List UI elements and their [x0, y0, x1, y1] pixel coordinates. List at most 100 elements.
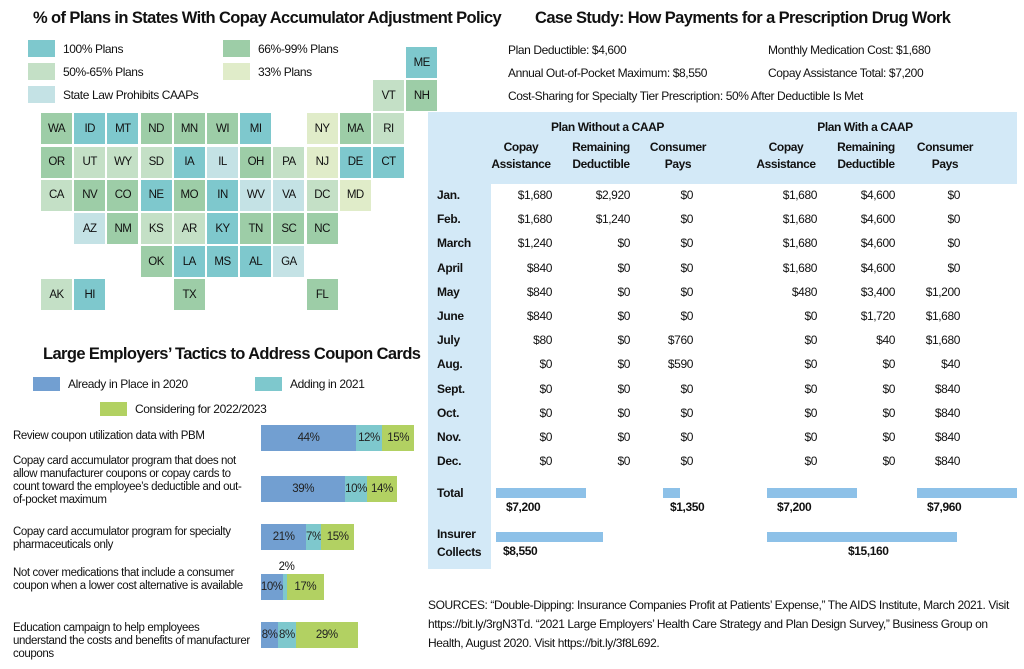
state-tile-mo: MO: [173, 179, 205, 211]
table-cell: $760: [667, 333, 694, 348]
total-value-with-copay: $7,200: [777, 500, 812, 514]
table-cell: $840: [934, 430, 961, 444]
state-tile-sc: SC: [273, 213, 305, 244]
table-cell: $80: [533, 333, 552, 348]
row-month-label: Sept.: [437, 381, 465, 396]
total-bar-with-consumer: [917, 488, 1017, 498]
bar-value-label: 39%: [292, 483, 315, 495]
bar-value-label: 14%: [371, 483, 393, 495]
legend-item-p66: 66%-99% Plans: [223, 40, 339, 57]
bar-segment-already-in-place-in-2020: 39%: [261, 476, 346, 502]
state-tile-dc: DC: [306, 179, 338, 211]
state-tile-wa: WA: [41, 113, 72, 145]
state-tile-co: CO: [107, 179, 139, 211]
fact-plan-deductible: Plan Deductible: $4,600: [508, 43, 627, 57]
row-label-total: Total: [437, 486, 464, 500]
state-tile-ak: AK: [41, 279, 72, 311]
table-cell: $0: [539, 454, 552, 469]
table-cell: $1,680: [782, 212, 818, 227]
legend-item-p50: 50%-65% Plans: [28, 63, 144, 80]
table-cell: $0: [617, 309, 630, 323]
table-cell: $1,240: [517, 236, 553, 251]
total-value-without-consumer: $1,350: [670, 500, 705, 514]
state-tile-ct: CT: [373, 146, 404, 178]
table-cell: $4,600: [860, 236, 896, 251]
table-cell: $0: [680, 260, 693, 275]
table-cell: $840: [934, 381, 961, 396]
table-cell: $840: [934, 454, 961, 469]
state-tile-tx: TX: [173, 279, 205, 311]
legend-swatch: [100, 402, 127, 416]
legend-swatch: [223, 40, 250, 57]
case-study-title: Case Study: How Payments for a Prescript…: [535, 9, 951, 27]
table-cell: $0: [617, 260, 630, 275]
table-cell: $0: [617, 405, 630, 420]
column-header: Remaining Deductible: [837, 140, 895, 171]
state-tile-hi: HI: [74, 279, 106, 311]
bar-segment-considering-for-2022-2023: 17%: [286, 574, 324, 600]
table-cell: $4,600: [860, 188, 896, 202]
state-tile-ut: UT: [74, 146, 106, 178]
bar-value-label: 29%: [315, 629, 338, 641]
state-tile-id: ID: [74, 113, 106, 145]
table-cell: $0: [680, 381, 693, 396]
row-month-label: July: [437, 333, 460, 348]
table-cell: $0: [947, 260, 960, 275]
state-tile-ne: NE: [140, 179, 172, 211]
legend-item-p100: 100% Plans: [28, 40, 123, 57]
table-cell: $840: [526, 284, 553, 299]
table-cell: $0: [539, 430, 552, 444]
state-tile-nd: ND: [140, 113, 172, 145]
employers-legend-item: Already in Place in 2020: [33, 377, 188, 391]
state-tile-nj: NJ: [306, 146, 338, 178]
state-tile-ms: MS: [207, 246, 238, 278]
state-tile-nv: NV: [74, 179, 106, 211]
table-cell: $0: [680, 212, 693, 227]
state-tile-oh: OH: [240, 146, 272, 178]
table-cell: $0: [804, 381, 817, 396]
total-bar-without-insurer: [496, 532, 603, 542]
state-tile-ri: RI: [373, 113, 404, 145]
state-tile-mn: MN: [173, 113, 205, 145]
table-cell: $0: [804, 333, 817, 348]
state-tile-me: ME: [406, 47, 438, 78]
table-cell: $0: [617, 381, 630, 396]
state-tile-va: VA: [273, 179, 305, 211]
tactic-label: Education campaign to help employees und…: [13, 622, 250, 660]
column-header: Remaining Deductible: [572, 140, 630, 171]
total-bar-without-copay: [496, 488, 586, 498]
employers-legend-item: Considering for 2022/2023: [100, 402, 267, 416]
state-tile-ca: CA: [41, 179, 72, 211]
table-cell: $0: [617, 284, 630, 299]
bar-value-label: 8%: [261, 629, 278, 641]
bar-segment-adding-in-2021: [282, 574, 287, 600]
total-bar-with-copay: [767, 488, 857, 498]
tactic-bar: 44% 12% 15%: [261, 425, 415, 451]
tactic-bar: 39% 10% 14%: [261, 476, 398, 502]
legend-swatch: [255, 377, 282, 391]
bar-value-label: 10%: [345, 483, 367, 495]
state-tile-ga: GA: [273, 246, 305, 278]
table-cell: $0: [804, 357, 817, 372]
state-tile-ks: KS: [140, 213, 172, 244]
table-cell: $1,240: [595, 212, 631, 227]
bar-segment-already-in-place-in-2020: 21%: [261, 524, 307, 550]
column-header: Copay Assistance: [491, 140, 551, 171]
fact-cost-sharing: Cost-Sharing for Specialty Tier Prescrip…: [508, 89, 863, 103]
table-cell: $0: [947, 188, 960, 202]
table-cell: $1,680: [517, 212, 553, 227]
table-cell: $840: [934, 405, 961, 420]
employers-legend-item: Adding in 2021: [255, 377, 365, 391]
table-cell: $0: [680, 188, 693, 202]
tactic-bar: 21% 7% 15%: [261, 524, 354, 550]
legend-label: Already in Place in 2020: [68, 377, 188, 391]
bar-value-label-small: 2%: [278, 561, 295, 573]
state-tile-in: IN: [207, 179, 238, 211]
table-cell: $40: [941, 357, 960, 372]
table-cell: $0: [882, 454, 895, 469]
state-tile-nc: NC: [306, 213, 338, 244]
table-cell: $0: [804, 309, 817, 323]
column-header: Copay Assistance: [756, 140, 816, 171]
legend-swatch: [28, 86, 55, 103]
table-cell: $0: [680, 430, 693, 444]
